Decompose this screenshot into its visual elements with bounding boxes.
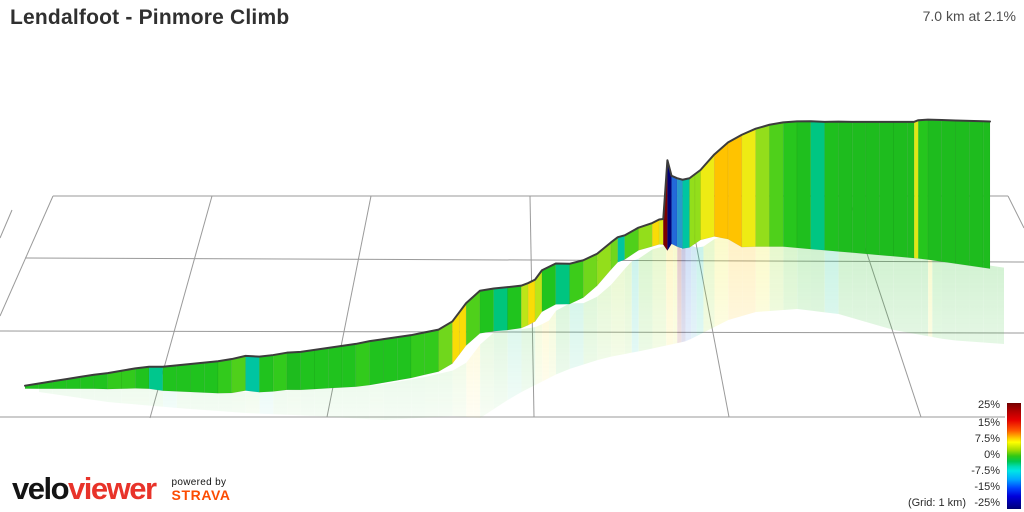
legend-tick-label: -7.5%	[971, 465, 1000, 477]
profile-shadow	[39, 235, 1004, 420]
legend-tick-label: 15%	[977, 417, 1000, 429]
veloviewer-wordmark: veloviewer	[12, 471, 157, 506]
legend-tick-label: 25%	[977, 399, 1000, 411]
brand-velo: velo	[12, 471, 70, 506]
brand-viewer: viewer	[68, 471, 157, 506]
legend-tick-label: 7.5%	[974, 433, 1000, 445]
grid-spacing-note: (Grid: 1 km)	[907, 497, 966, 509]
gradient-colorbar	[1007, 403, 1021, 509]
profile-outline	[24, 118, 991, 387]
climb-summary: 7.0 km at 2.1%	[922, 8, 1016, 24]
powered-by-label: powered by	[171, 477, 227, 488]
veloviewer-logo[interactable]: veloviewer powered by STRAVA	[12, 473, 231, 504]
legend-tick-label: 0%	[984, 449, 1000, 461]
legend-tick-label: -15%	[974, 481, 1000, 493]
strava-wordmark: STRAVA	[171, 487, 231, 503]
strava-attribution[interactable]: powered by STRAVA	[172, 477, 231, 503]
page-title: Lendalfoot - Pinmore Climb	[10, 6, 290, 29]
legend-tick-label: -25%	[974, 497, 1000, 509]
